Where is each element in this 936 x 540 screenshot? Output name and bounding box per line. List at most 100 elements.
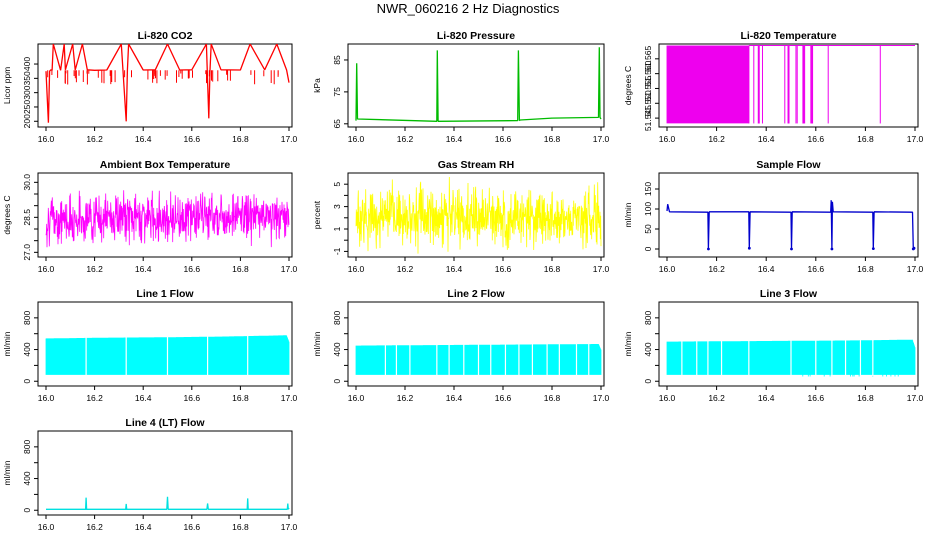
y-tick-label: 800 — [22, 439, 32, 453]
x-tick-label: 16.4 — [758, 134, 775, 144]
y-tick-label: -1 — [332, 247, 342, 255]
plot-frame — [347, 301, 605, 387]
y-axis-label: kPa — [312, 78, 322, 93]
chart-title: Line 1 Flow — [136, 288, 194, 300]
chart-title: Ambient Box Temperature — [100, 159, 231, 171]
y-tick-label: 400 — [22, 57, 32, 71]
x-tick-label: 16.6 — [808, 134, 825, 144]
series-line — [46, 496, 290, 510]
chart-panel: Gas Stream RH 16.0 16.2 16.4 16.6 16.8 17.0 -1 1… — [312, 159, 610, 274]
y-tick-label: 50 — [643, 224, 653, 234]
y-tick-label: 350 — [22, 71, 32, 85]
y-tick-label: 0 — [22, 508, 32, 513]
series-line — [666, 200, 915, 250]
noisy-series — [45, 190, 290, 248]
plot-frame — [37, 172, 293, 258]
chart-panel: Li-820 CO2 16.0 16.2 16.4 16.6 16.8 17.0 200250… — [2, 30, 298, 144]
x-tick-label: 16.4 — [446, 264, 463, 274]
flow-dropout-point — [747, 246, 751, 250]
y-axis-label: ml/min — [623, 202, 633, 227]
y-axis-label: ml/min — [2, 331, 12, 356]
plot-area — [666, 339, 916, 377]
x-tick-label: 16.4 — [135, 134, 152, 144]
x-tick-label: 16.4 — [135, 393, 152, 403]
y-tick-label: 400 — [22, 471, 32, 485]
plot-frame — [658, 301, 919, 387]
y-tick-label: 27.0 — [22, 244, 32, 261]
x-tick-label: 16.8 — [232, 522, 249, 532]
x-tick-label: 16.6 — [184, 522, 201, 532]
x-tick-label: 16.0 — [38, 264, 55, 274]
plot-area — [355, 176, 602, 254]
chart-title: Li-820 Temperature — [740, 30, 836, 42]
y-axis-label: percent — [312, 200, 322, 229]
plot-area — [45, 335, 290, 376]
chart-title: Line 3 Flow — [760, 288, 818, 300]
y-tick-label: 5 — [332, 182, 342, 187]
y-tick-label: 0 — [643, 246, 653, 251]
page-title: NWR_060216 2 Hz Diagnostics — [376, 1, 560, 16]
x-tick-label: 16.0 — [659, 393, 676, 403]
chart-panel: Li-820 Temperature 16.0 16.2 16.4 16.6 16.8 17… — [623, 30, 924, 144]
y-axis-label: ml/min — [623, 331, 633, 356]
x-tick-label: 16.2 — [86, 522, 103, 532]
plot-area — [355, 343, 602, 376]
x-tick-label: 16.2 — [86, 134, 103, 144]
y-axis-label: ml/min — [2, 460, 12, 485]
x-tick-label: 17.0 — [593, 264, 610, 274]
y-axis-label: degrees C — [623, 66, 633, 105]
x-tick-label: 16.6 — [184, 393, 201, 403]
x-tick-label: 16.2 — [397, 134, 414, 144]
x-tick-label: 16.8 — [857, 264, 874, 274]
y-tick-label: 150 — [643, 182, 653, 196]
x-tick-label: 17.0 — [593, 393, 610, 403]
x-tick-label: 16.6 — [495, 264, 512, 274]
y-tick-label: 800 — [22, 310, 32, 324]
temperature-series — [666, 45, 750, 124]
chart-panel: Line 2 Flow 16.0 16.2 16.4 16.6 16.8 17.0 0 400 8… — [312, 288, 610, 403]
chart-title: Sample Flow — [756, 159, 821, 171]
chart-panel: Line 4 (LT) Flow 16.0 16.2 16.4 16.6 16.8 17.0… — [2, 417, 298, 532]
x-tick-label: 16.2 — [708, 134, 725, 144]
y-tick-label: 800 — [643, 310, 653, 324]
y-tick-label: 3 — [332, 204, 342, 209]
chart-title: Gas Stream RH — [438, 159, 514, 171]
y-tick-label: 300 — [22, 85, 32, 99]
x-tick-label: 16.8 — [232, 134, 249, 144]
y-tick-label: 250 — [22, 100, 32, 114]
chart-panel: Line 3 Flow 16.0 16.2 16.4 16.6 16.8 17.0 0 400 8… — [623, 288, 924, 403]
x-tick-label: 16.8 — [544, 393, 561, 403]
x-tick-label: 17.0 — [907, 264, 924, 274]
y-tick-label: 400 — [332, 342, 342, 356]
x-tick-label: 16.8 — [232, 393, 249, 403]
y-tick-label: 400 — [643, 342, 653, 356]
plot-area — [45, 190, 290, 248]
x-tick-label: 16.4 — [758, 264, 775, 274]
flow-dropout-point — [707, 247, 710, 251]
plot-area — [46, 496, 290, 510]
y-axis-label: degrees C — [2, 195, 12, 234]
chart-title: Li-820 CO2 — [138, 30, 193, 42]
plot-frame — [347, 172, 605, 258]
x-tick-label: 16.8 — [232, 264, 249, 274]
x-tick-label: 16.4 — [446, 393, 463, 403]
x-tick-label: 16.6 — [808, 264, 825, 274]
x-tick-label: 16.4 — [135, 522, 152, 532]
flow-dropout-point — [871, 247, 875, 251]
plot-frame — [37, 430, 293, 516]
y-tick-label: 800 — [332, 310, 342, 324]
flow-dropout-point — [912, 246, 916, 250]
y-tick-label: 400 — [22, 342, 32, 356]
y-tick-label: 85 — [332, 55, 342, 65]
x-tick-label: 16.4 — [758, 393, 775, 403]
y-tick-label: 51.550 — [643, 90, 653, 116]
x-tick-label: 16.2 — [86, 393, 103, 403]
y-tick-label: 30.0 — [22, 174, 32, 191]
x-tick-label: 17.0 — [593, 134, 610, 144]
y-tick-label: 100 — [643, 202, 653, 216]
y-axis-label: ml/min — [312, 331, 322, 356]
plot-area — [666, 44, 915, 124]
x-tick-label: 16.6 — [184, 264, 201, 274]
x-tick-label: 17.0 — [281, 134, 298, 144]
